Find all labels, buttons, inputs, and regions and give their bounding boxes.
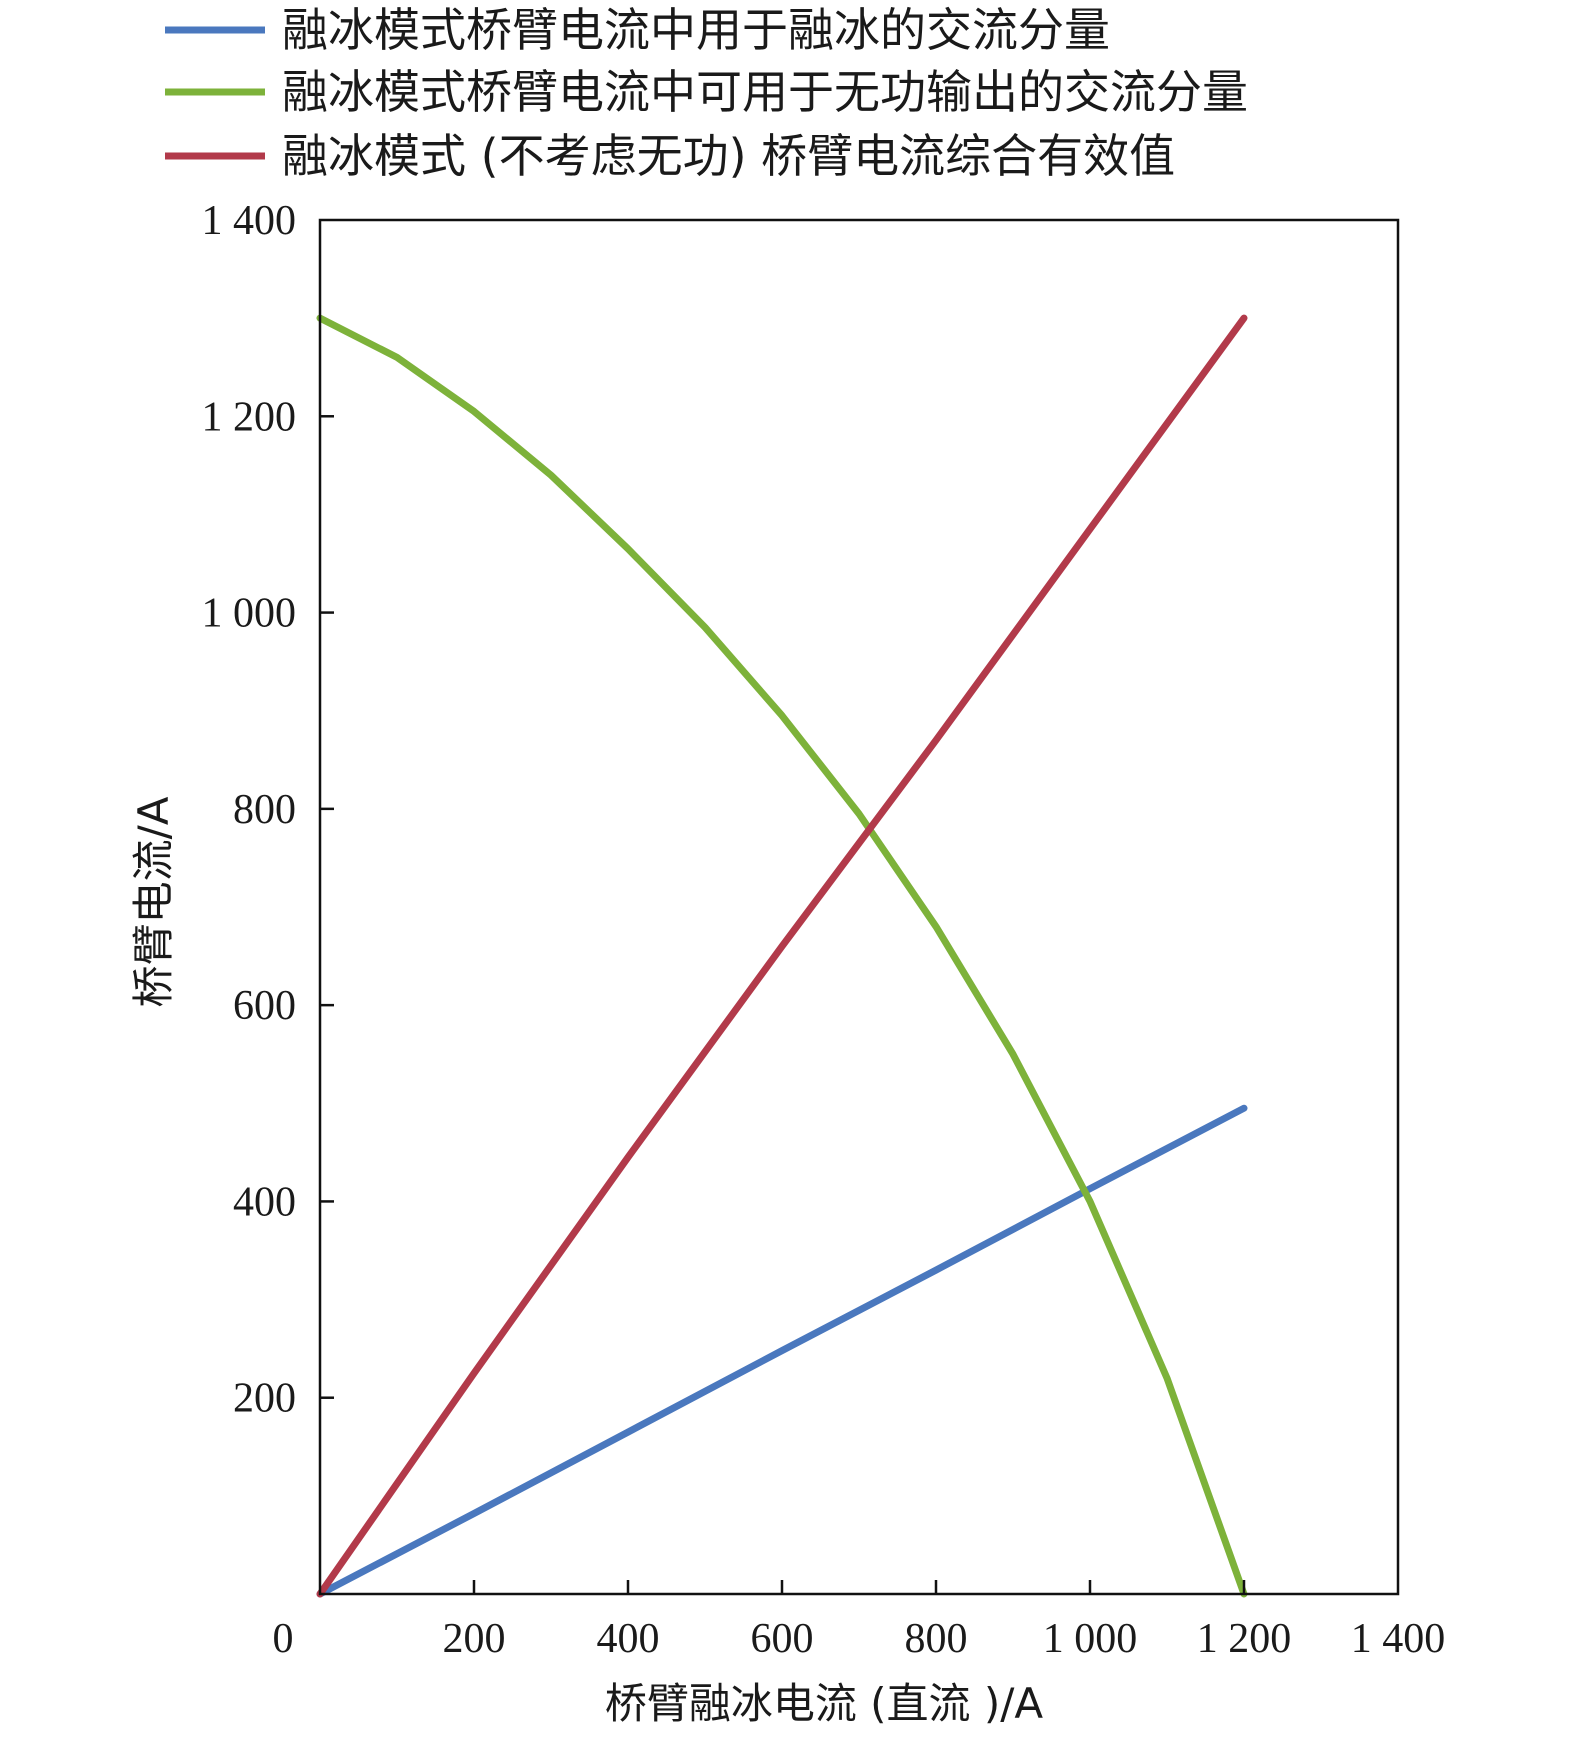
y-tick-label: 1 000 [202, 591, 297, 637]
legend: 融冰模式桥臂电流中用于融冰的交流分量融冰模式桥臂电流中可用于无功输出的交流分量融… [165, 3, 1248, 183]
legend-label-3: 融冰模式 (不考虑无功) 桥臂电流综合有效值 [282, 129, 1175, 183]
x-tick-label: 1 400 [1351, 1616, 1446, 1662]
y-tick-label: 600 [233, 983, 296, 1029]
y-tick-label: 400 [233, 1179, 296, 1225]
x-tick-label: 1 000 [1043, 1616, 1138, 1662]
y-tick-label: 1 200 [202, 394, 297, 440]
y-axis: 200 400 600 800 1 000 1 200 1 400 [202, 198, 334, 1422]
y-tick-label: 1 400 [202, 198, 297, 244]
x-tick-label: 600 [751, 1616, 814, 1662]
x-tick-label: 200 [443, 1616, 506, 1662]
x-axis: 0 200 400 600 800 1 000 1 200 1 400 [273, 1580, 1446, 1662]
x-tick-label: 0 [273, 1616, 294, 1662]
legend-label-2: 融冰模式桥臂电流中可用于无功输出的交流分量 [282, 65, 1248, 119]
series-layer [316, 314, 1248, 1598]
series-line-3 [316, 314, 1248, 1598]
x-tick-label: 800 [905, 1616, 968, 1662]
x-tick-label: 400 [597, 1616, 660, 1662]
series-line-1 [316, 1104, 1248, 1598]
y-axis-title: 桥臂电流/A [129, 796, 178, 1007]
legend-label-1: 融冰模式桥臂电流中用于融冰的交流分量 [282, 3, 1110, 57]
y-tick-label: 200 [233, 1376, 296, 1422]
x-axis-title: 桥臂融冰电流 (直流 )/A [605, 1679, 1044, 1728]
y-tick-label: 800 [233, 787, 296, 833]
plot-frame [318, 218, 1400, 1596]
x-tick-label: 1 200 [1197, 1616, 1292, 1662]
series-line-2 [316, 314, 1248, 1598]
